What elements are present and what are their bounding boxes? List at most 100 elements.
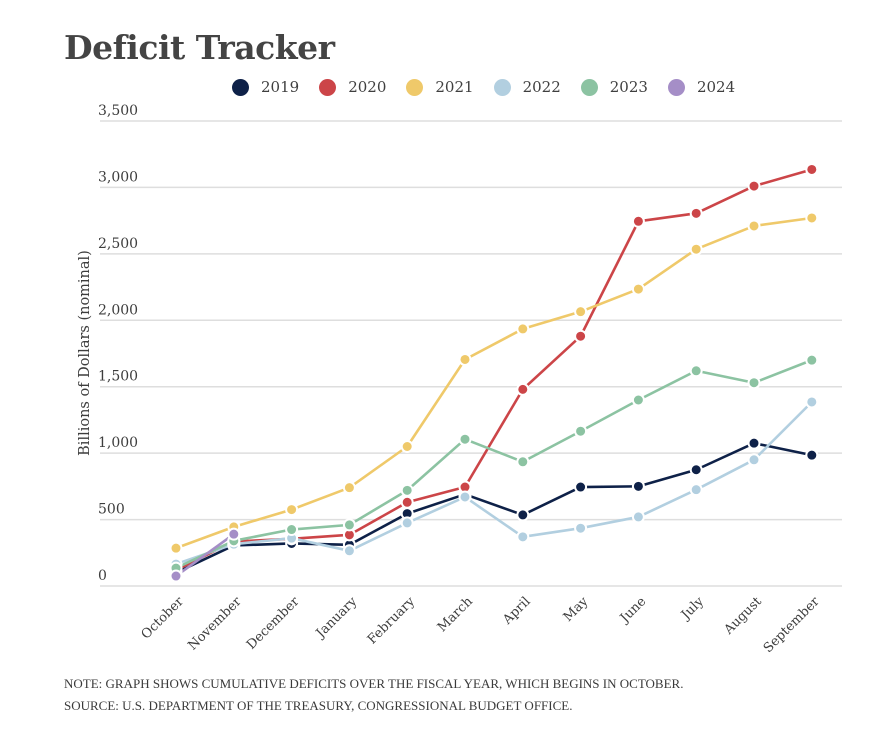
series-line-2022 <box>175 401 813 566</box>
data-point-2020-june[interactable] <box>631 214 645 228</box>
data-point-2021-june[interactable] <box>631 282 645 296</box>
data-point-2023-february[interactable] <box>400 483 414 497</box>
legend-label-2019: 2019 <box>261 78 300 96</box>
legend-label-2024: 2024 <box>696 78 736 96</box>
data-point-2023-january[interactable] <box>342 518 356 532</box>
legend-marker-2021 <box>406 78 424 96</box>
data-point-2019-july[interactable] <box>689 463 703 477</box>
x-tick-label: February <box>365 594 419 648</box>
data-point-2022-september[interactable] <box>805 395 819 409</box>
data-point-2021-october[interactable] <box>169 541 183 555</box>
chart-title: Deficit Tracker <box>64 28 335 67</box>
note-text: NOTE: GRAPH SHOWS CUMULATIVE DEFICITS OV… <box>64 676 684 691</box>
data-point-2022-march[interactable] <box>458 490 472 504</box>
data-point-2022-june[interactable] <box>631 510 645 524</box>
source-text: SOURCE: U.S. DEPARTMENT OF THE TREASURY,… <box>64 698 573 713</box>
legend-item-2024[interactable]: 2024 <box>667 78 736 96</box>
y-tick-label: 3,500 <box>98 103 138 119</box>
data-point-2020-april[interactable] <box>516 382 530 396</box>
legend-marker-2020 <box>319 78 337 96</box>
gridlines <box>100 120 842 587</box>
data-point-2023-june[interactable] <box>631 393 645 407</box>
x-tick-label: October <box>139 594 188 643</box>
data-point-2023-december[interactable] <box>285 523 299 537</box>
data-point-2023-august[interactable] <box>747 376 761 390</box>
data-point-2022-february[interactable] <box>400 516 414 530</box>
data-point-2019-august[interactable] <box>747 436 761 450</box>
series-line-2020 <box>175 168 813 572</box>
data-point-2021-august[interactable] <box>747 219 761 233</box>
legend: 2019 2020 2021 2022 2023 2024 <box>232 78 755 96</box>
data-point-2019-may[interactable] <box>574 480 588 494</box>
data-point-2019-april[interactable] <box>516 508 530 522</box>
data-point-2019-september[interactable] <box>805 448 819 462</box>
legend-marker-2024 <box>667 78 685 96</box>
legend-marker-2023 <box>580 78 598 96</box>
legend-label-2023: 2023 <box>609 78 648 96</box>
data-point-2021-july[interactable] <box>689 242 703 256</box>
data-point-2021-september[interactable] <box>805 211 819 225</box>
x-tick-label: May <box>561 594 592 625</box>
legend-label-2022: 2022 <box>522 78 561 96</box>
series-line-2023 <box>175 358 813 570</box>
data-point-2021-may[interactable] <box>574 305 588 319</box>
data-point-2023-may[interactable] <box>574 424 588 438</box>
x-tick-label: August <box>721 594 766 639</box>
x-tick-label: April <box>500 594 534 628</box>
y-tick-label: 1,000 <box>98 435 138 451</box>
x-tick-label: January <box>312 594 361 643</box>
series-line-2024 <box>175 533 235 578</box>
legend-item-2023[interactable]: 2023 <box>580 78 648 96</box>
data-point-2022-july[interactable] <box>689 483 703 497</box>
y-tick-label: 3,000 <box>98 169 138 185</box>
series-points <box>169 162 819 583</box>
y-tick-label: 500 <box>98 502 125 518</box>
x-tick-label: March <box>435 594 476 635</box>
data-point-2020-july[interactable] <box>689 206 703 220</box>
x-tick-label: September <box>761 594 823 656</box>
data-point-2022-april[interactable] <box>516 530 530 544</box>
data-point-2023-september[interactable] <box>805 353 819 367</box>
legend-marker-2019 <box>232 78 249 96</box>
data-point-2020-september[interactable] <box>805 162 819 176</box>
y-tick-label: 1,500 <box>98 369 138 385</box>
data-point-2024-october[interactable] <box>169 569 183 583</box>
series-line-2021 <box>175 216 812 550</box>
data-point-2023-april[interactable] <box>516 455 530 469</box>
series-lines <box>175 168 813 578</box>
data-point-2023-march[interactable] <box>458 432 472 446</box>
legend-label-2020: 2020 <box>348 78 387 96</box>
data-point-2020-may[interactable] <box>574 329 588 343</box>
x-tick-label: December <box>244 594 303 653</box>
data-point-2022-august[interactable] <box>747 453 761 467</box>
legend-item-2022[interactable]: 2022 <box>493 78 561 96</box>
legend-item-2019[interactable]: 2019 <box>232 78 299 96</box>
data-point-2023-july[interactable] <box>689 364 703 378</box>
data-point-2021-april[interactable] <box>516 322 530 336</box>
x-tick-label: June <box>616 594 649 627</box>
legend-marker-2022 <box>493 78 511 96</box>
x-tick-label: July <box>677 594 707 624</box>
data-point-2024-november[interactable] <box>227 527 241 541</box>
data-point-2021-february[interactable] <box>400 440 414 453</box>
data-point-2021-january[interactable] <box>342 481 356 495</box>
data-point-2022-january[interactable] <box>342 544 356 558</box>
y-tick-label: 2,000 <box>98 302 138 318</box>
series-line-2019 <box>175 441 813 574</box>
y-axis-ticks: 0 500 1,000 1,500 2,000 2,500 3,000 3,500 <box>98 103 138 584</box>
legend-label-2021: 2021 <box>435 78 474 96</box>
data-point-2021-march[interactable] <box>458 352 472 366</box>
legend-item-2021[interactable]: 2021 <box>406 78 474 96</box>
y-tick-label: 0 <box>98 568 107 584</box>
x-tick-label: November <box>185 594 245 654</box>
y-axis-label: Billions of Dollars (nominal) <box>77 250 93 456</box>
data-point-2020-august[interactable] <box>747 179 761 193</box>
data-point-2021-december[interactable] <box>285 503 299 517</box>
y-tick-label: 2,500 <box>98 236 138 252</box>
legend-item-2020[interactable]: 2020 <box>319 78 386 96</box>
data-point-2019-june[interactable] <box>631 479 645 493</box>
data-point-2020-february[interactable] <box>400 495 414 509</box>
data-point-2022-may[interactable] <box>574 521 588 535</box>
